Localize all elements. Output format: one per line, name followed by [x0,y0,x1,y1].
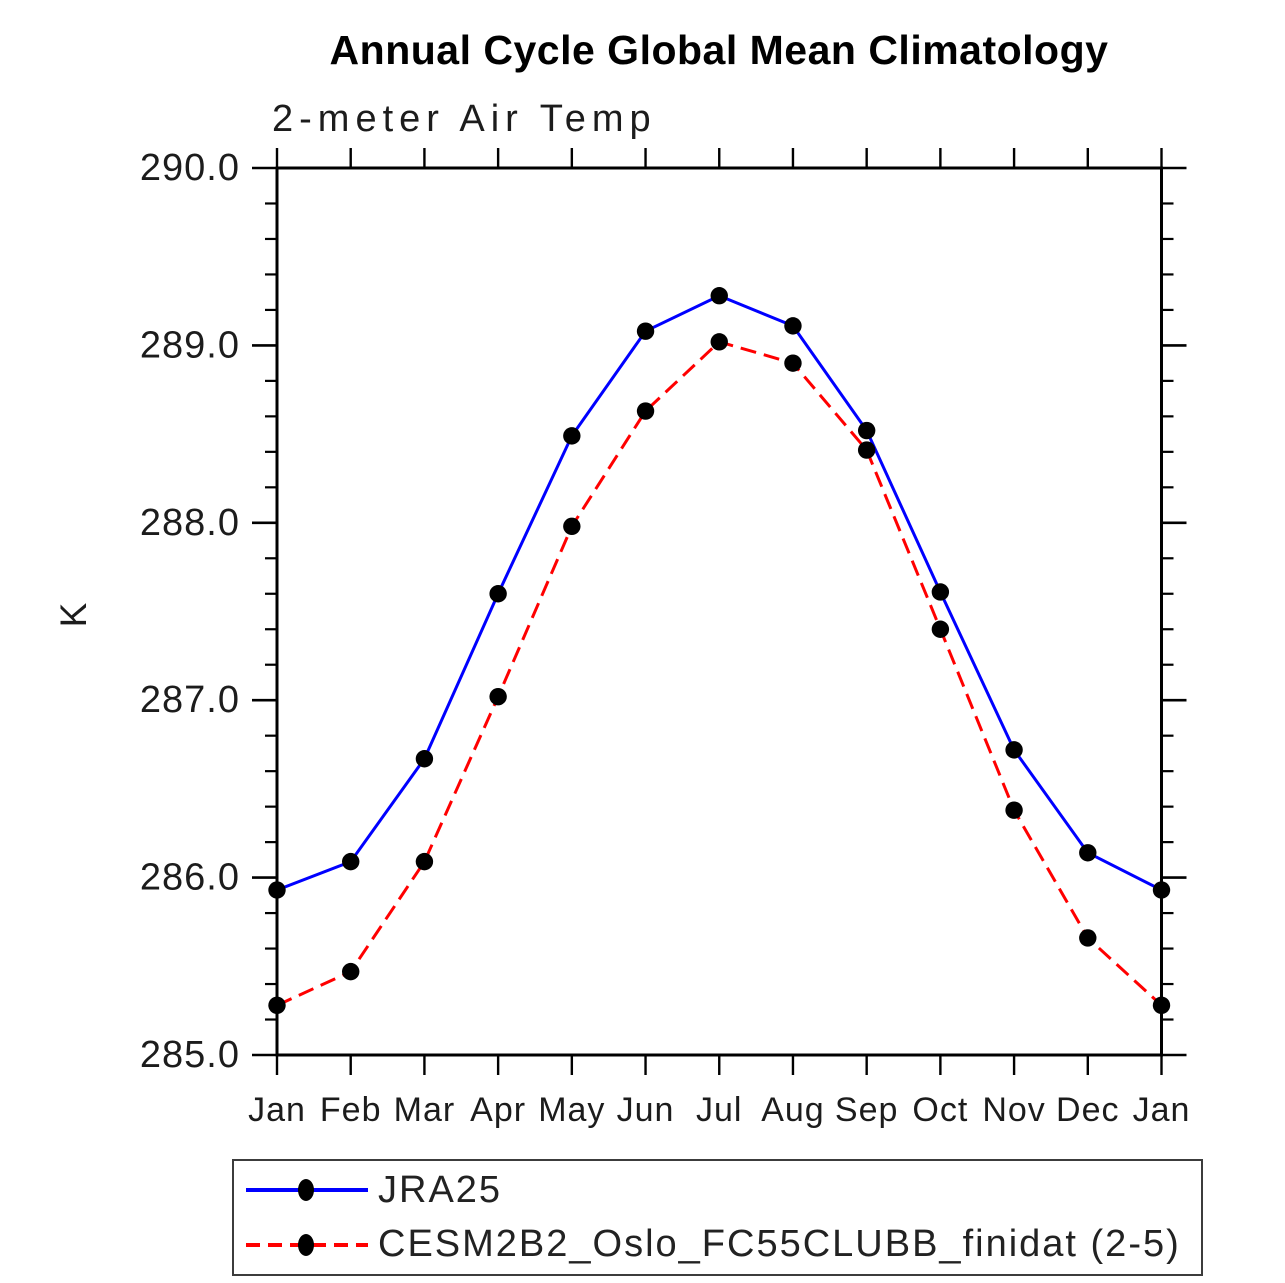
x-tick-label: Aug [761,1091,825,1129]
x-tick-label: Feb [320,1091,382,1129]
data-point-marker [931,620,950,638]
legend-item-jra25: JRA25 [244,1165,1201,1215]
series-line-0 [276,294,1163,892]
data-point-marker [636,402,655,420]
data-point-marker [710,287,728,305]
data-point-marker [415,852,434,871]
x-tick-label: Jul [696,1091,742,1129]
data-point-marker [784,317,802,335]
y-tick-label: 289.0 [140,324,240,366]
y-tick-label: 285.0 [140,1034,240,1076]
y-tick-label: 287.0 [140,679,240,721]
legend-sample-solid-line [246,1179,368,1202]
x-tick-label: Jan [248,1091,306,1129]
x-tick-label: Oct [912,1091,968,1129]
data-point-marker [489,585,507,603]
data-point-marker [636,322,655,340]
series-line-1 [276,340,1163,1007]
y-tick-label: 288.0 [140,502,240,544]
axis-ticks: 285.0 286.0 287.0 288.0 289.0 290.0 Jan Feb Mar A… [140,147,1191,1129]
data-point-marker [1152,881,1171,899]
data-point-marker [342,962,360,981]
data-point-marker [1152,996,1171,1015]
data-point-marker [489,687,507,706]
data-point-marker [1005,741,1023,759]
data-point-marker [563,517,581,536]
legend-marker-dot [298,1179,314,1202]
chart-title: Annual Cycle Global Mean Climatology [329,27,1109,73]
legend-label-cesm2b2: CESM2B2_Oslo_FC55CLUBB_finidat (2-5) [378,1223,1181,1266]
legend-marker-dot [298,1233,314,1256]
data-point-marker [563,427,581,445]
x-tick-label: Nov [982,1091,1045,1129]
data-point-marker [268,996,286,1015]
y-tick-label: 290.0 [140,147,240,189]
legend-item-cesm2b2: CESM2B2_Oslo_FC55CLUBB_finidat (2-5) [244,1220,1201,1270]
x-tick-label: Apr [470,1091,526,1129]
x-tick-label: Jan [1133,1091,1191,1129]
data-point-marker [784,354,802,372]
legend-label-jra25: JRA25 [378,1168,503,1211]
legend-box: JRA25 CESM2B2_Oslo_FC55CLUBB_finidat (2-… [232,1159,1203,1276]
x-tick-label: May [538,1091,605,1129]
data-point-marker [931,583,950,601]
chart-subtitle: 2-meter Air Temp [272,98,657,140]
data-point-marker [415,750,434,768]
data-point-marker [268,881,286,899]
data-point-marker [710,333,728,351]
legend-sample-dashed-line [246,1233,368,1256]
data-point-marker [1005,801,1023,819]
data-point-marker [857,421,876,440]
x-tick-label: Dec [1056,1091,1119,1129]
axes-box [275,166,1163,1057]
x-tick-label: Mar [394,1091,456,1129]
data-point-marker [342,852,360,871]
data-point-marker [1079,929,1097,947]
y-tick-label: 286.0 [140,857,240,899]
data-point-marker [1079,844,1097,862]
x-tick-label: Jun [617,1091,675,1129]
x-tick-label: Sep [835,1091,899,1129]
data-point-marker [857,441,876,459]
